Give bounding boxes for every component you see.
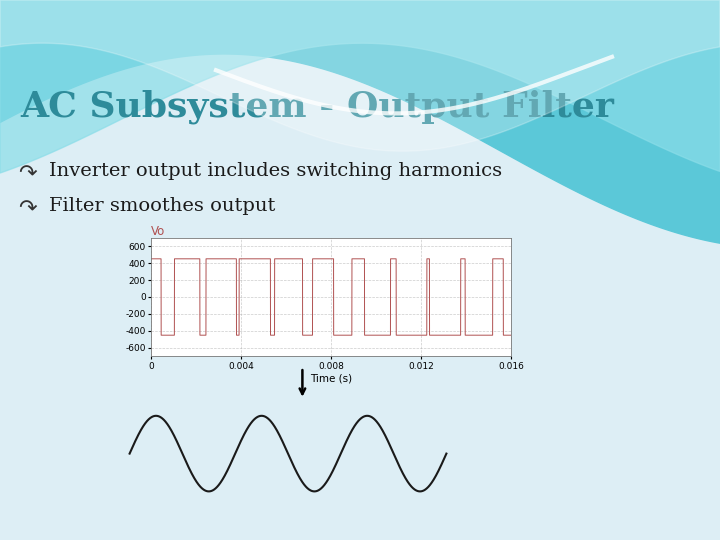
Text: ↷: ↷ <box>18 200 37 220</box>
Polygon shape <box>0 0 720 173</box>
Text: ↷: ↷ <box>18 165 37 185</box>
Text: Filter smoothes output: Filter smoothes output <box>49 197 275 215</box>
X-axis label: Time (s): Time (s) <box>310 374 352 384</box>
Text: Vo: Vo <box>151 225 166 238</box>
Text: Inverter output includes switching harmonics: Inverter output includes switching harmo… <box>49 162 502 180</box>
Polygon shape <box>0 0 720 151</box>
Polygon shape <box>0 0 720 243</box>
Text: AC Subsystem - Output Filter: AC Subsystem - Output Filter <box>20 89 614 124</box>
